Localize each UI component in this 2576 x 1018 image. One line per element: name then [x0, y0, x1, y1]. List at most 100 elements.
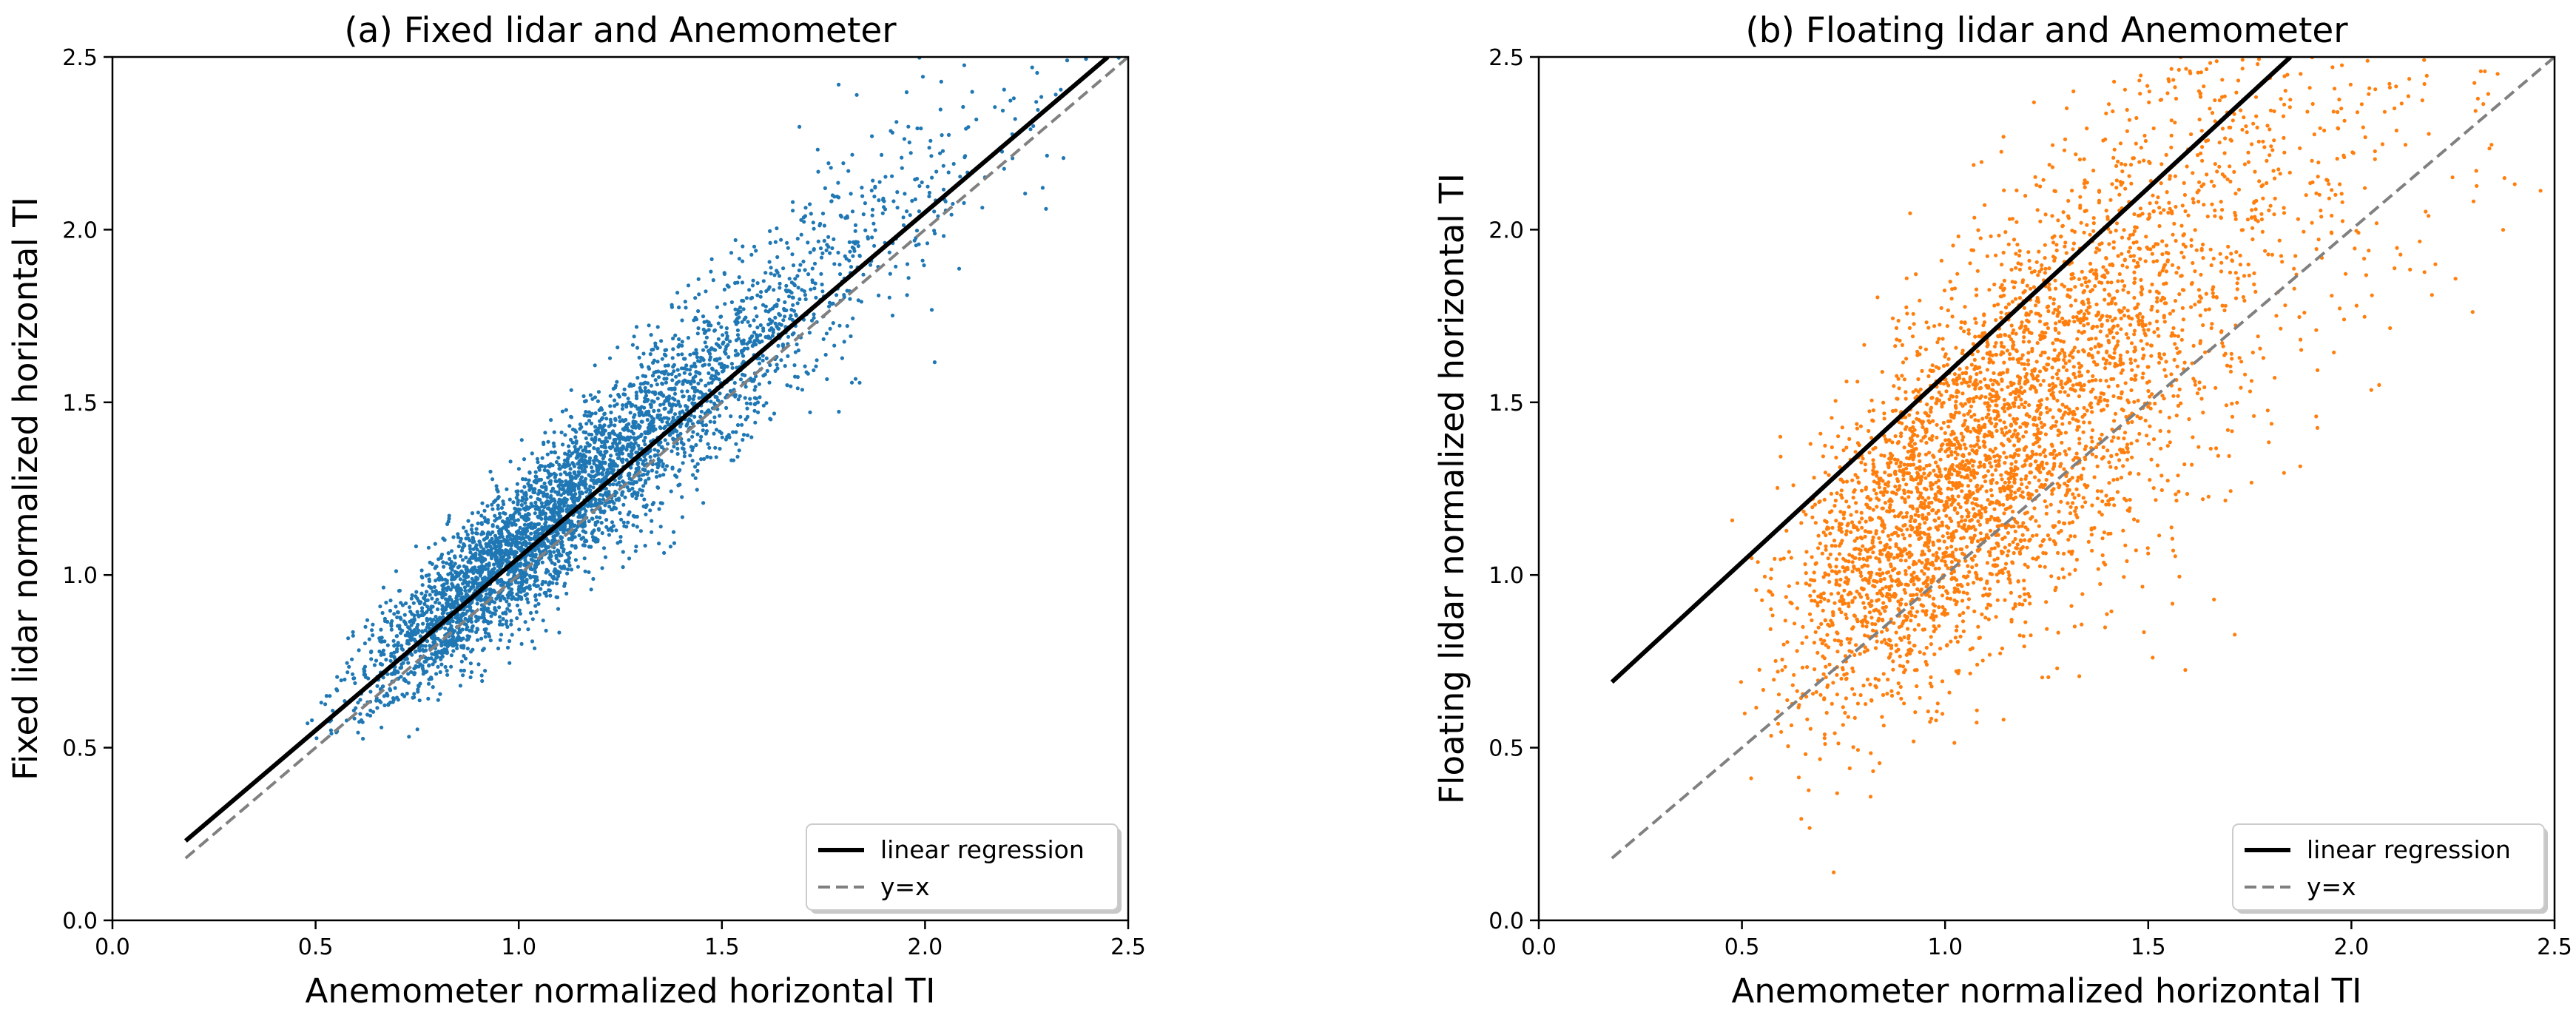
- data-point: [913, 178, 917, 182]
- data-point: [539, 501, 544, 505]
- data-point: [545, 452, 550, 456]
- data-point: [701, 348, 706, 352]
- data-point: [767, 285, 772, 289]
- data-point: [695, 355, 700, 360]
- data-point: [2256, 62, 2260, 67]
- data-point: [626, 428, 631, 433]
- data-point: [773, 368, 778, 373]
- data-point: [641, 351, 646, 356]
- data-point: [468, 628, 472, 633]
- data-point: [767, 260, 772, 264]
- data-point: [547, 524, 552, 529]
- data-point: [567, 520, 572, 525]
- data-point: [980, 206, 985, 210]
- data-point: [441, 615, 445, 619]
- data-point: [672, 445, 676, 449]
- data-point: [480, 678, 485, 684]
- data-point: [358, 712, 363, 716]
- data-point: [415, 610, 419, 614]
- data-point: [2258, 346, 2262, 351]
- data-point: [1881, 587, 1885, 591]
- data-point: [559, 493, 564, 497]
- data-point: [670, 396, 675, 401]
- data-point: [548, 499, 553, 505]
- data-point: [769, 272, 773, 276]
- data-point: [363, 641, 367, 646]
- data-point: [570, 440, 575, 445]
- data-point: [733, 307, 738, 311]
- data-point: [701, 357, 706, 363]
- data-point: [560, 465, 564, 469]
- data-point: [1730, 518, 1735, 523]
- data-point: [877, 198, 881, 203]
- data-point: [1844, 613, 1848, 617]
- data-point: [734, 312, 739, 317]
- data-point: [769, 266, 773, 270]
- data-point: [668, 545, 673, 549]
- data-point: [752, 396, 758, 400]
- data-point: [656, 449, 661, 454]
- data-point: [718, 357, 722, 361]
- data-point: [593, 435, 598, 440]
- data-point: [630, 492, 635, 496]
- data-point: [513, 506, 517, 511]
- data-point: [542, 468, 547, 473]
- data-point: [750, 283, 755, 288]
- data-point: [459, 591, 464, 596]
- data-point: [693, 364, 698, 368]
- data-point: [693, 465, 698, 469]
- data-point: [2026, 564, 2030, 570]
- data-point: [427, 579, 432, 584]
- data-point: [1030, 65, 1034, 70]
- data-point: [856, 298, 860, 303]
- data-point: [475, 569, 480, 573]
- data-point: [748, 402, 753, 406]
- data-point: [628, 445, 633, 449]
- data-point: [724, 405, 729, 411]
- data-point: [2100, 489, 2104, 493]
- data-point: [2006, 437, 2011, 442]
- data-point: [2246, 262, 2250, 267]
- data-point: [544, 570, 548, 575]
- data-point: [894, 264, 898, 269]
- data-point: [673, 473, 678, 478]
- data-point: [814, 295, 818, 300]
- data-point: [664, 464, 670, 468]
- data-point: [563, 525, 567, 529]
- data-point: [508, 609, 513, 613]
- data-point: [1898, 654, 1902, 658]
- data-point: [1969, 363, 1974, 367]
- data-point: [962, 200, 966, 205]
- data-point: [617, 415, 622, 419]
- data-point: [2487, 146, 2492, 151]
- data-point: [1988, 528, 1992, 533]
- data-point: [1912, 644, 1916, 648]
- data-point: [642, 497, 647, 502]
- data-point: [436, 557, 441, 562]
- data-point: [522, 457, 527, 462]
- data-point: [815, 147, 820, 152]
- data-point: [583, 465, 587, 469]
- data-point: [449, 624, 454, 629]
- data-point: [576, 525, 580, 529]
- data-point: [778, 286, 782, 290]
- legend-box: [806, 823, 1119, 911]
- data-point: [514, 539, 519, 543]
- data-point: [501, 557, 505, 562]
- data-point: [533, 553, 538, 557]
- data-point: [594, 515, 599, 519]
- data-point: [946, 132, 951, 137]
- data-point: [624, 436, 628, 441]
- data-point: [488, 532, 493, 536]
- data-point: [2003, 566, 2007, 570]
- data-point: [610, 459, 615, 464]
- data-point: [517, 608, 522, 613]
- data-point: [658, 473, 662, 478]
- data-point: [752, 318, 756, 323]
- data-point: [531, 559, 536, 563]
- data-point: [577, 511, 581, 516]
- data-point: [617, 394, 621, 399]
- data-point: [634, 325, 639, 329]
- data-point: [613, 404, 617, 408]
- data-point: [449, 549, 454, 553]
